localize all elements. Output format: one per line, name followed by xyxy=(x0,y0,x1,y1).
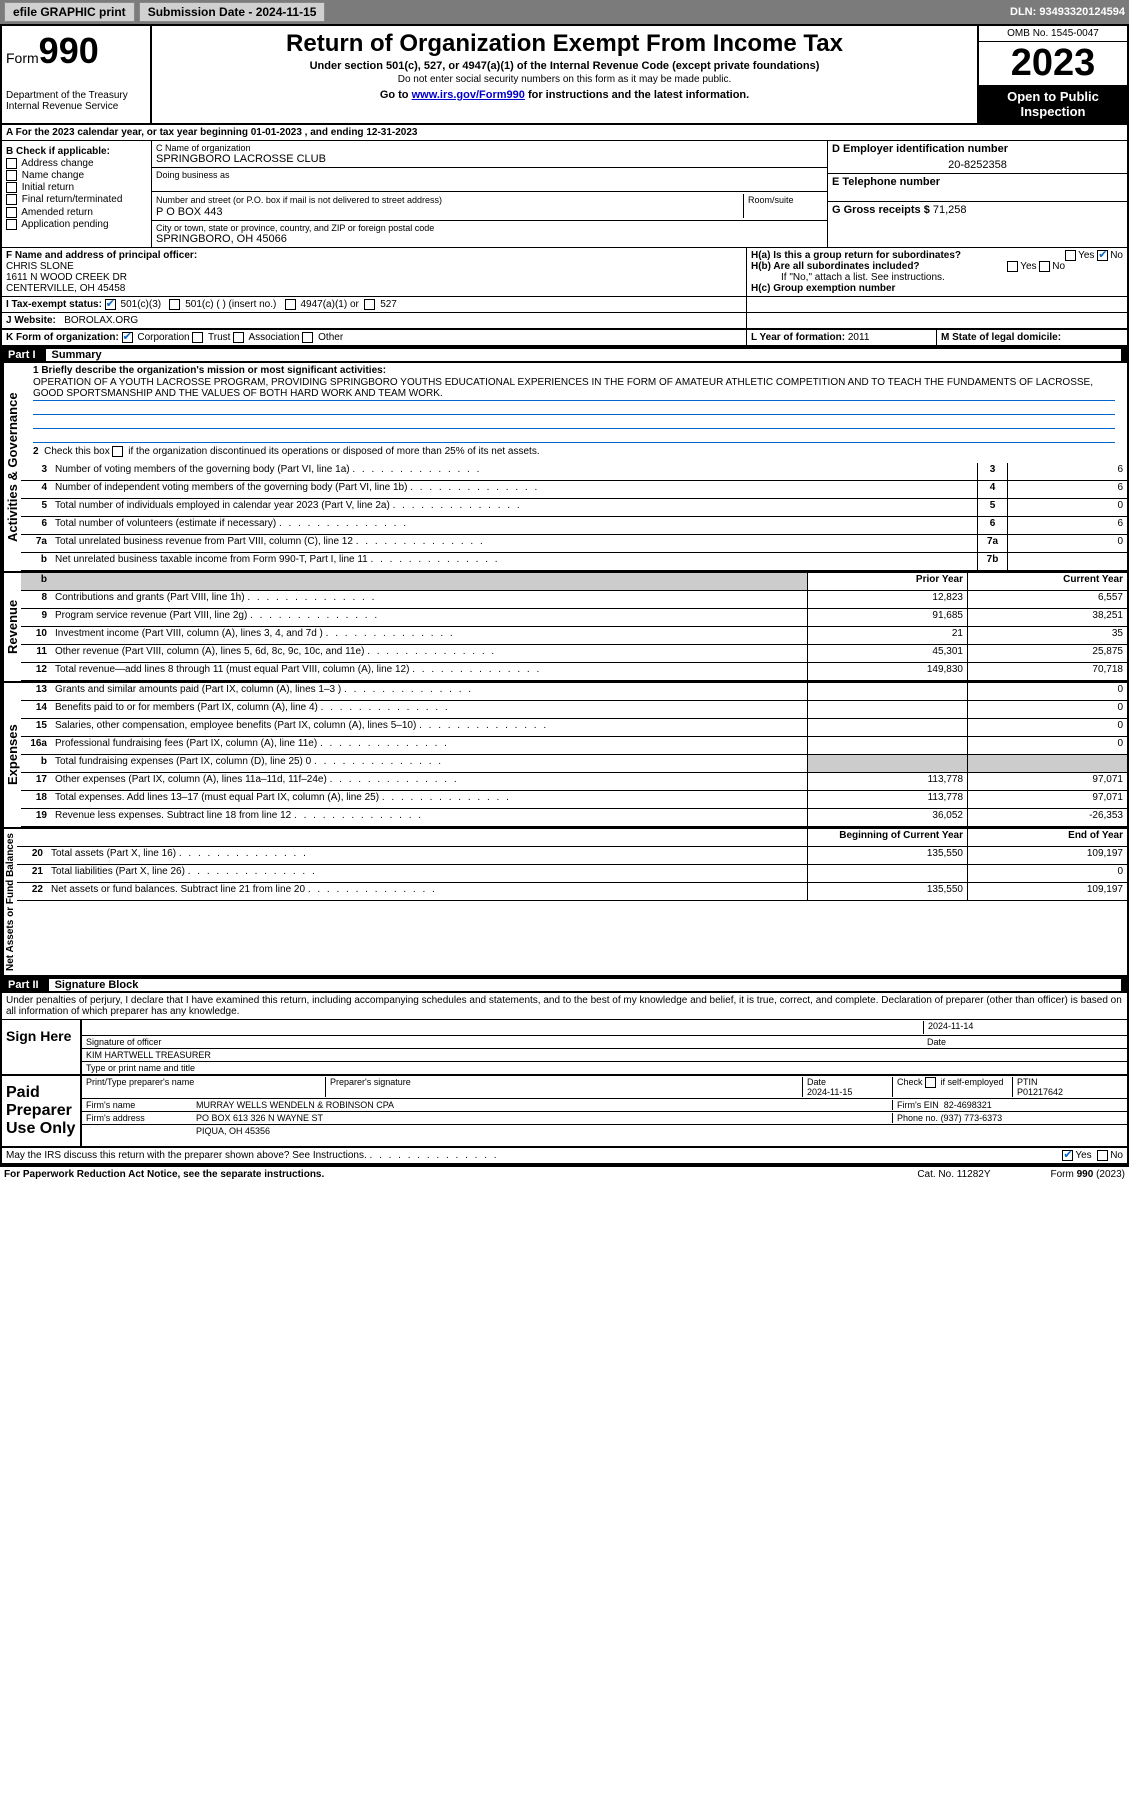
form-line: 8Contributions and grants (Part VIII, li… xyxy=(21,591,1127,609)
vert-netassets: Net Assets or Fund Balances xyxy=(2,829,17,975)
form-line: 7aTotal unrelated business revenue from … xyxy=(21,535,1127,553)
form-line: 5Total number of individuals employed in… xyxy=(21,499,1127,517)
form-line: 3Number of voting members of the governi… xyxy=(21,463,1127,481)
form-line: bTotal fundraising expenses (Part IX, co… xyxy=(21,755,1127,773)
vert-revenue: Revenue xyxy=(2,573,21,681)
vert-governance: Activities & Governance xyxy=(2,363,21,571)
dln-label: DLN: 93493320124594 xyxy=(1010,6,1125,18)
form-line: bNet unrelated business taxable income f… xyxy=(21,553,1127,571)
discuss-line: May the IRS discuss this return with the… xyxy=(2,1148,1127,1165)
top-toolbar: efile GRAPHIC print Submission Date - 20… xyxy=(0,0,1129,24)
form-id-box: Form990 Department of the Treasury Inter… xyxy=(2,26,152,123)
form-line: 11Other revenue (Part VIII, column (A), … xyxy=(21,645,1127,663)
part1-header: Part ISummary xyxy=(2,347,1127,363)
perjury-text: Under penalties of perjury, I declare th… xyxy=(2,993,1127,1020)
paid-preparer-block: Paid Preparer Use Only Print/Type prepar… xyxy=(2,1076,1127,1148)
section-d-e-g: D Employer identification number20-82523… xyxy=(827,141,1127,247)
form-line: 17Other expenses (Part IX, column (A), l… xyxy=(21,773,1127,791)
form-title-box: Return of Organization Exempt From Incom… xyxy=(152,26,977,123)
form-line: 12Total revenue—add lines 8 through 11 (… xyxy=(21,663,1127,681)
vert-expenses: Expenses xyxy=(2,683,21,827)
tax-exempt-status: I Tax-exempt status: 501(c)(3) 501(c) ( … xyxy=(2,297,747,312)
efile-print-button[interactable]: efile GRAPHIC print xyxy=(4,2,135,22)
part2-header: Part IISignature Block xyxy=(2,977,1127,993)
website-line: J Website: BOROLAX.ORG xyxy=(2,313,747,328)
form-line: 22Net assets or fund balances. Subtract … xyxy=(17,883,1127,901)
form-line: 6Total number of volunteers (estimate if… xyxy=(21,517,1127,535)
sign-here-block: Sign Here 2024-11-14 Signature of office… xyxy=(2,1020,1127,1076)
section-b: B Check if applicable: Address change Na… xyxy=(2,141,152,247)
tax-year-line: A For the 2023 calendar year, or tax yea… xyxy=(2,125,1127,141)
form-line: 21Total liabilities (Part X, line 26) 0 xyxy=(17,865,1127,883)
form-line: 14Benefits paid to or for members (Part … xyxy=(21,701,1127,719)
mission-block: 1 Briefly describe the organization's mi… xyxy=(21,363,1127,445)
form-of-org: K Form of organization: Corporation Trus… xyxy=(2,330,747,345)
form-line: 13Grants and similar amounts paid (Part … xyxy=(21,683,1127,701)
form-line: 16aProfessional fundraising fees (Part I… xyxy=(21,737,1127,755)
form-line: 15Salaries, other compensation, employee… xyxy=(21,719,1127,737)
form-line: 19Revenue less expenses. Subtract line 1… xyxy=(21,809,1127,827)
year-box: OMB No. 1545-0047 2023 Open to Public In… xyxy=(977,26,1127,123)
form-line: 4Number of independent voting members of… xyxy=(21,481,1127,499)
form-line: 10Investment income (Part VIII, column (… xyxy=(21,627,1127,645)
form-line: 9Program service revenue (Part VIII, lin… xyxy=(21,609,1127,627)
submission-date-button[interactable]: Submission Date - 2024-11-15 xyxy=(139,2,326,22)
instructions-link[interactable]: www.irs.gov/Form990 xyxy=(412,89,525,101)
section-c: C Name of organization SPRINGBORO LACROS… xyxy=(152,141,827,247)
section-f: F Name and address of principal officer:… xyxy=(2,248,747,296)
section-h: H(a) Is this a group return for subordin… xyxy=(747,248,1127,296)
form-title: Return of Organization Exempt From Incom… xyxy=(160,30,969,58)
form-line: 18Total expenses. Add lines 13–17 (must … xyxy=(21,791,1127,809)
form-line: 20Total assets (Part X, line 16) 135,550… xyxy=(17,847,1127,865)
page-footer: For Paperwork Reduction Act Notice, see … xyxy=(0,1167,1129,1182)
